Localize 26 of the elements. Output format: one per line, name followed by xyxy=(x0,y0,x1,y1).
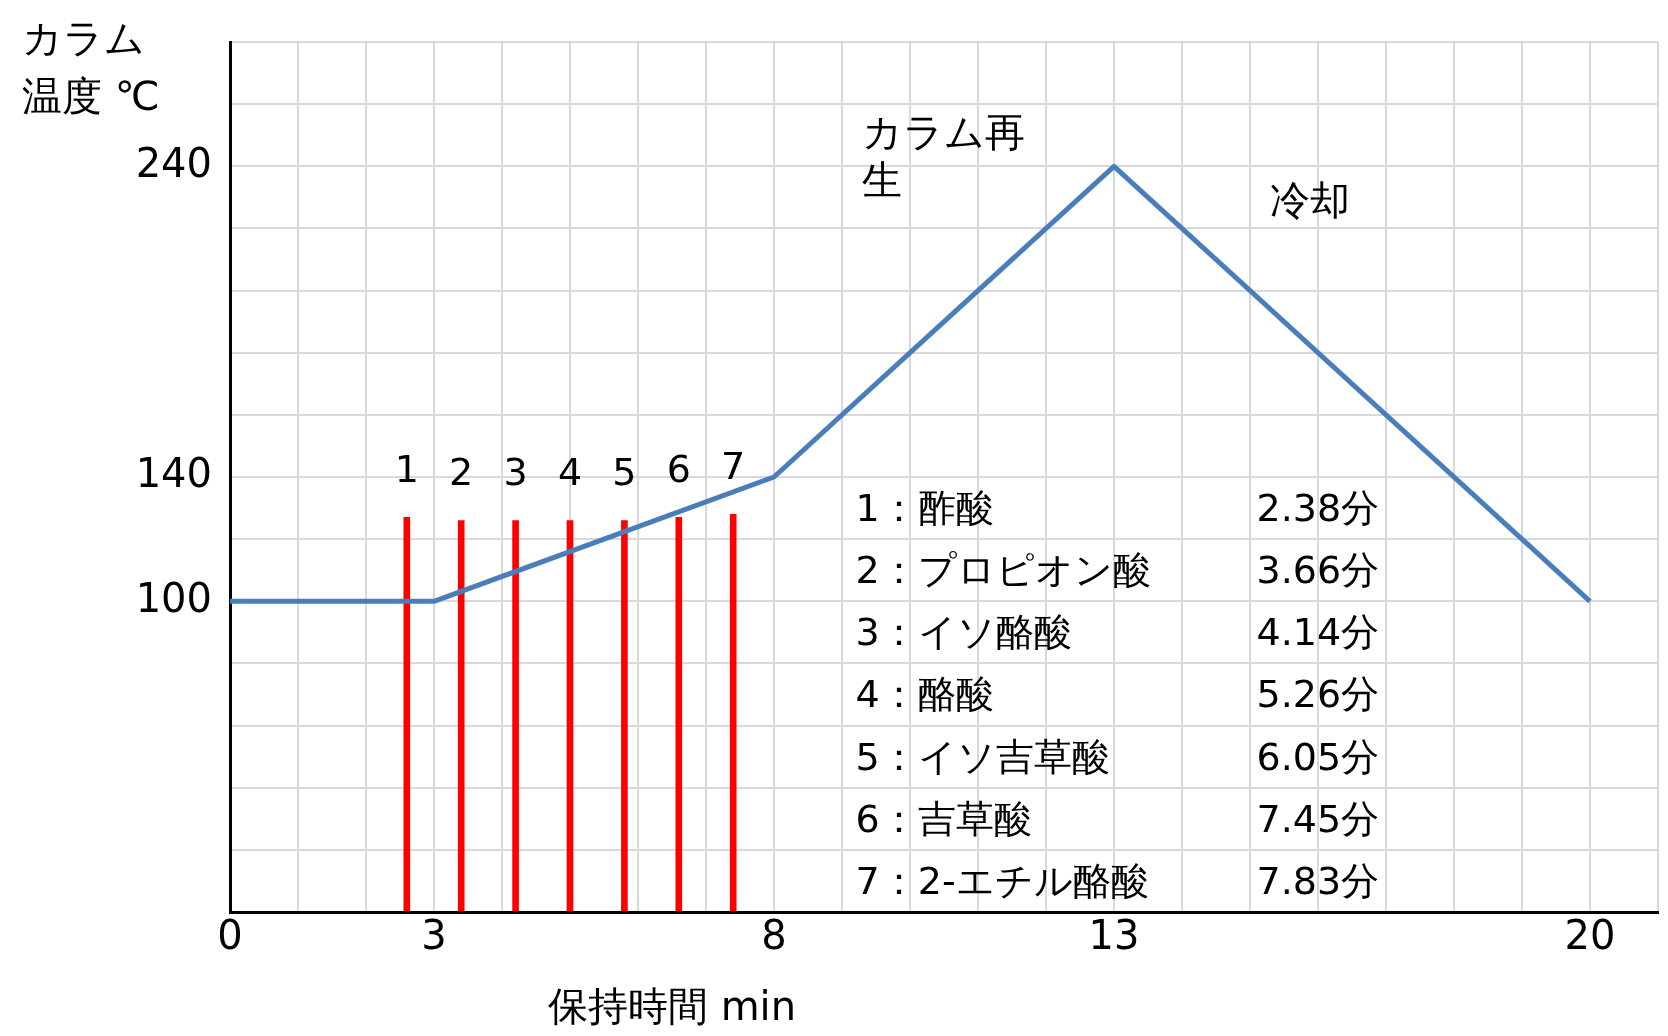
y-axis-title: カラム温度 ℃ xyxy=(22,15,160,120)
y-tick-label: 240 xyxy=(135,139,212,186)
annotation: 4 xyxy=(557,450,583,495)
text: 7：2-エチル酪酸 7.83分 xyxy=(855,858,1380,903)
annotation: 3 xyxy=(503,450,528,495)
y-tick-label: 140 xyxy=(135,450,212,497)
x-tick-label: 3 xyxy=(421,912,447,959)
text: 4：酪酸 5.26分 xyxy=(855,672,1380,717)
annotation: 7 xyxy=(721,444,746,489)
y-tick-label: 100 xyxy=(135,574,212,621)
x-tick-label: 8 xyxy=(761,912,787,959)
annotation: 1 xyxy=(394,447,419,492)
x-tick-label: 13 xyxy=(1088,912,1140,959)
annotation: カラム再生 xyxy=(862,108,1026,203)
annotation: 冷却 xyxy=(1270,176,1351,223)
x-tick-label: 0 xyxy=(217,912,243,959)
text: 3：イソ酪酸 4.14分 xyxy=(855,610,1380,655)
text: 6：吉草酸 7.45分 xyxy=(855,796,1380,841)
text: 2：プロピオン酸 3.66分 xyxy=(855,548,1380,593)
text: 5：イソ吉草酸 6.05分 xyxy=(855,734,1380,779)
text: 1：酢酸 2.38分 xyxy=(855,486,1380,531)
annotation: 2 xyxy=(449,450,474,495)
annotation: 6 xyxy=(666,447,691,492)
x-axis-title: 保持時間 min xyxy=(547,983,797,1030)
x-tick-label: 20 xyxy=(1564,912,1616,959)
annotation: 5 xyxy=(612,450,637,495)
